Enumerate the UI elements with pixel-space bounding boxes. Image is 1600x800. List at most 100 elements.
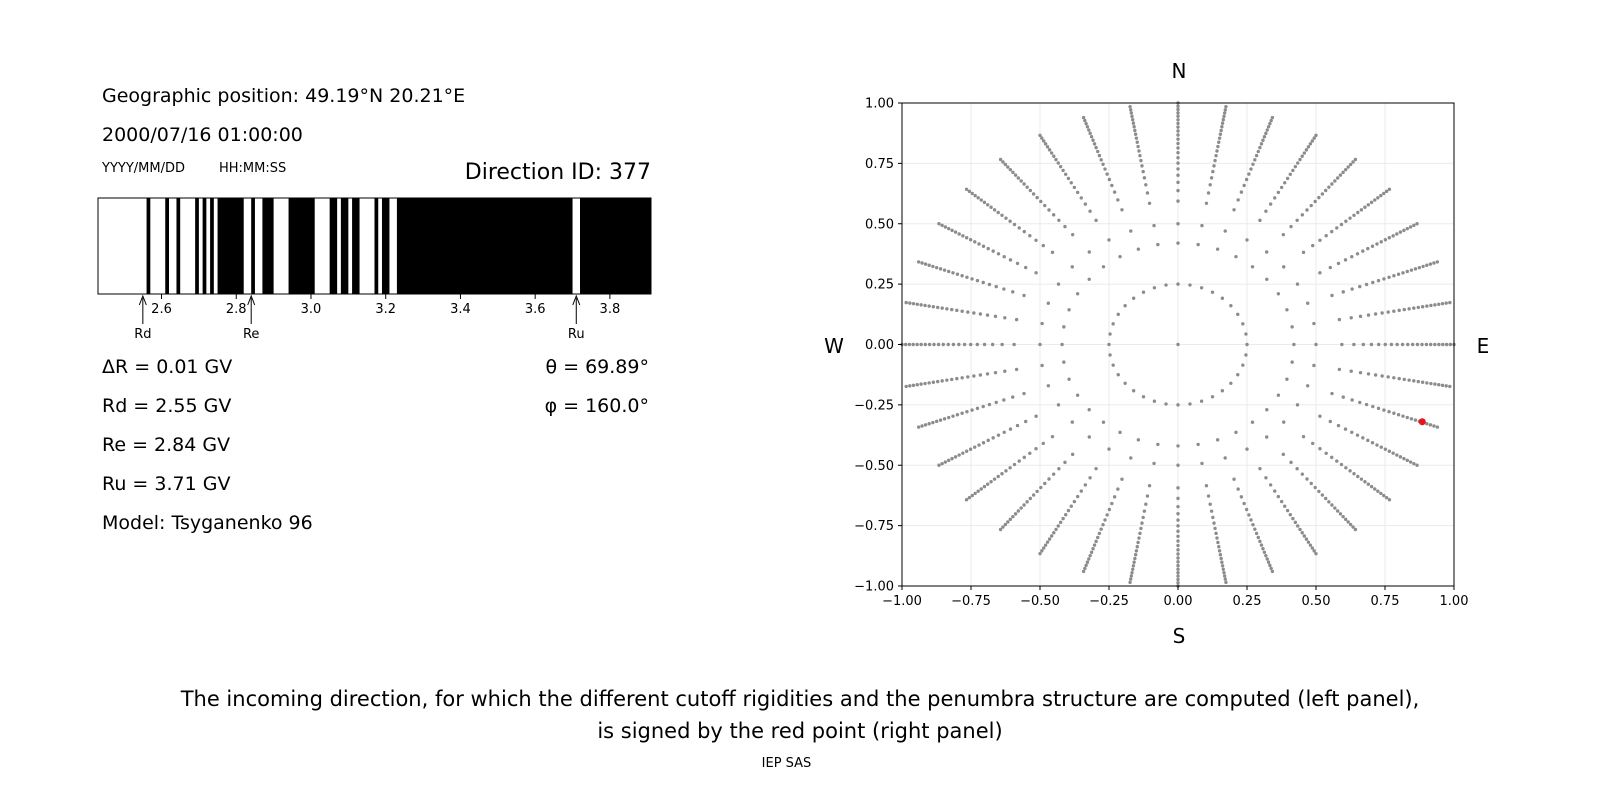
direction-point <box>904 384 908 389</box>
direction-point <box>1176 167 1180 171</box>
direction-point <box>1310 546 1315 550</box>
direction-point <box>1137 149 1141 153</box>
direction-point <box>1013 512 1018 516</box>
direction-point <box>996 210 1000 215</box>
direction-point <box>1070 420 1074 424</box>
direction-point <box>1335 509 1340 513</box>
direction-point <box>1056 403 1061 407</box>
direction-point <box>1008 517 1013 522</box>
direction-point <box>1262 550 1267 554</box>
direction-point <box>986 203 990 207</box>
direction-point <box>1269 566 1273 571</box>
direction-point <box>1011 514 1015 519</box>
direction-point <box>966 310 970 314</box>
direction-point <box>1131 389 1136 393</box>
direction-point <box>1281 452 1286 457</box>
direction-point <box>1285 508 1290 513</box>
direction-point <box>986 482 990 486</box>
direction-point <box>1176 282 1180 286</box>
direction-point <box>1232 208 1236 212</box>
x-tick-label: 0.25 <box>1233 594 1262 609</box>
direction-point <box>1064 512 1068 517</box>
direction-point <box>1335 459 1339 463</box>
direction-point <box>1133 132 1138 136</box>
direction-point <box>1264 209 1268 213</box>
direction-point <box>1245 447 1249 451</box>
direction-point <box>1392 309 1396 313</box>
direction-point <box>1421 264 1425 269</box>
direction-point <box>1220 121 1225 125</box>
direction-point <box>1111 363 1115 367</box>
direction-point <box>1147 201 1152 205</box>
direction-point <box>1256 535 1260 540</box>
direction-point <box>981 244 986 248</box>
direction-point <box>1223 456 1227 460</box>
direction-point <box>989 205 993 209</box>
direction-point <box>1199 399 1204 403</box>
direction-point <box>1094 466 1098 471</box>
direction-point <box>1376 196 1380 200</box>
direction-point <box>1176 552 1180 556</box>
direction-point <box>1176 104 1180 108</box>
direction-point <box>1288 172 1292 177</box>
direction-point <box>996 433 1001 437</box>
direction-point <box>946 226 951 231</box>
direction-point <box>1129 456 1133 460</box>
direction-point <box>1212 521 1216 525</box>
forbidden-band <box>381 198 390 294</box>
direction-point <box>1349 316 1353 320</box>
direction-point <box>1338 173 1343 177</box>
direction-point <box>1428 342 1433 347</box>
direction-point <box>1327 185 1331 189</box>
direction-point <box>1022 229 1026 234</box>
direction-point <box>1097 153 1102 158</box>
direction-point <box>1344 219 1348 223</box>
direction-point <box>1047 537 1052 541</box>
direction-point <box>1339 462 1344 467</box>
direction-point <box>1405 458 1410 463</box>
direction-point <box>1296 161 1300 165</box>
forbidden-band <box>210 198 214 294</box>
y-tick-label: 0.25 <box>865 278 894 293</box>
direction-point <box>1000 342 1004 347</box>
direction-point <box>1142 509 1147 513</box>
direction-point <box>1296 524 1300 528</box>
direction-point <box>1373 487 1377 491</box>
direction-point <box>1279 499 1284 504</box>
direction-point <box>1289 224 1293 229</box>
direction-point <box>1355 433 1360 437</box>
direction-point <box>1265 277 1269 282</box>
direction-point <box>1338 512 1343 516</box>
direction-point <box>1341 395 1345 399</box>
direction-point <box>1415 342 1420 347</box>
forbidden-band <box>176 198 181 294</box>
direction-point <box>1245 238 1249 242</box>
direction-point <box>1176 188 1180 193</box>
direction-point <box>1176 107 1180 112</box>
direction-point <box>923 423 928 427</box>
direction-point <box>1176 567 1180 571</box>
direction-point <box>979 198 983 202</box>
scatter-y-ticks: 1.00 0.75 0.50 0.25 0.00 −0.25 −0.50 −0.75 −1.00 <box>854 97 902 595</box>
direction-point <box>1364 282 1369 287</box>
direction-point <box>1008 258 1013 262</box>
direction-point <box>1011 395 1015 399</box>
direction-point <box>919 342 923 347</box>
direction-point <box>1328 419 1333 424</box>
marker-label-re: Re <box>243 327 259 342</box>
direction-point <box>950 228 954 233</box>
direction-point <box>1136 144 1140 149</box>
direction-point <box>1379 193 1383 198</box>
direction-point <box>960 411 964 415</box>
direction-point <box>1091 138 1095 142</box>
direction-point <box>979 487 983 491</box>
direction-point <box>1176 560 1180 564</box>
direction-point <box>1285 377 1289 381</box>
direction-point <box>1215 247 1220 251</box>
direction-point <box>1407 378 1411 382</box>
direction-point <box>994 284 998 289</box>
direction-point <box>1041 139 1046 143</box>
direction-point <box>1259 543 1264 547</box>
direction-point <box>1023 419 1028 424</box>
direction-point <box>1061 168 1065 173</box>
